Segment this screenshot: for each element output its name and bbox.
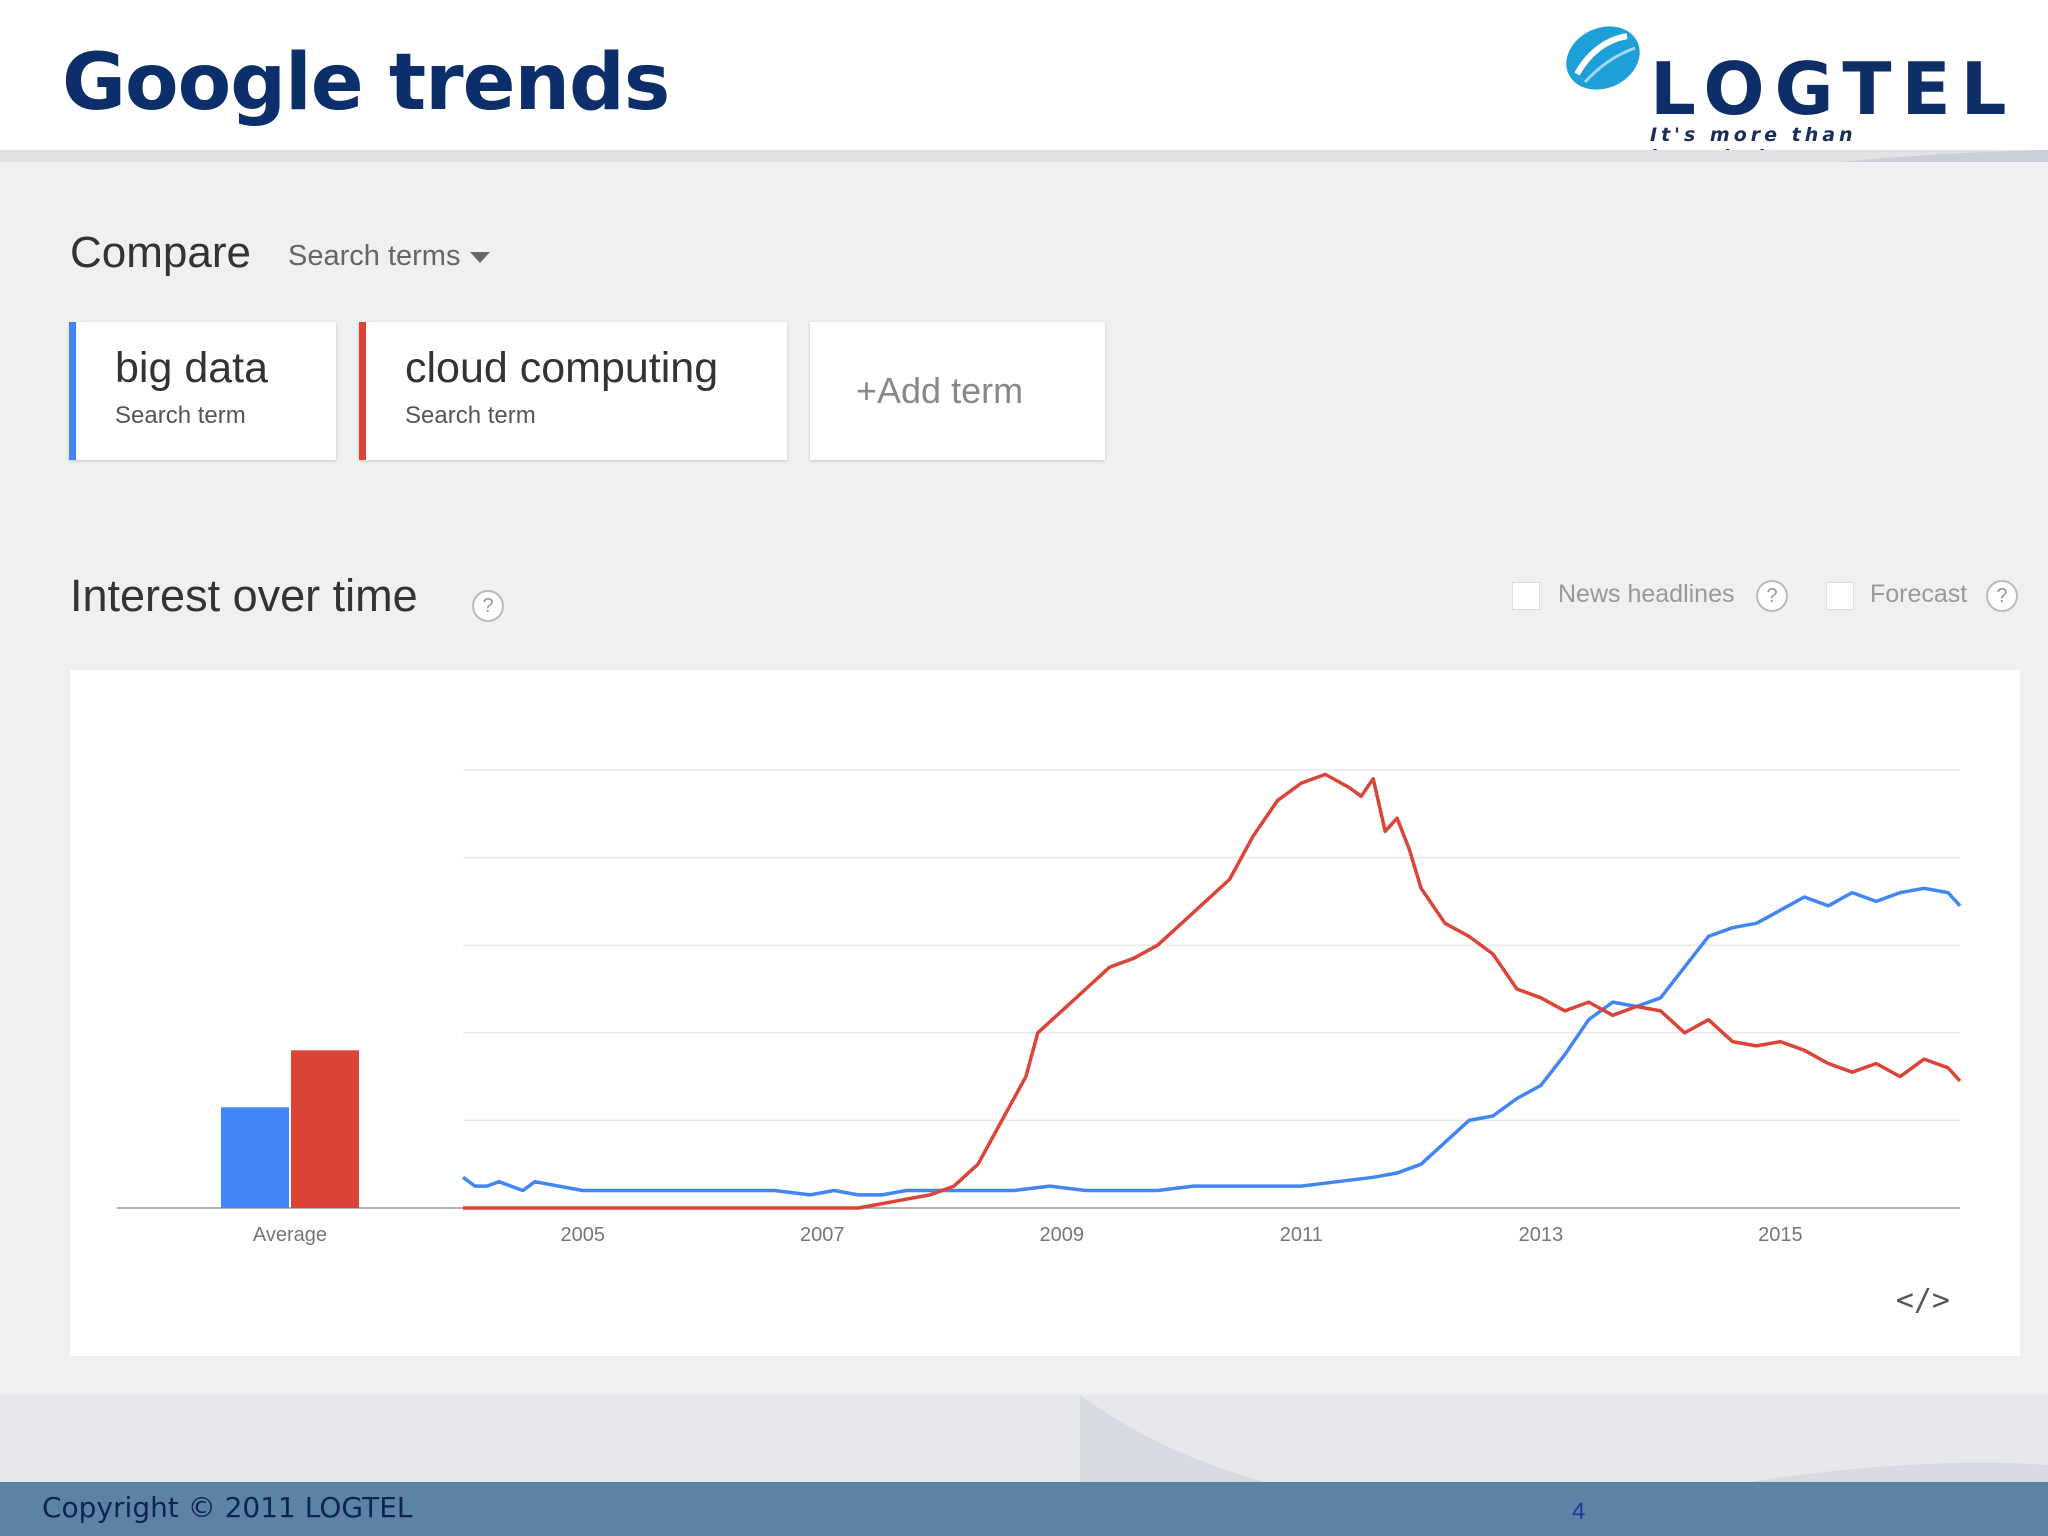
x-tick-label: 2011 bbox=[1280, 1224, 1323, 1246]
logo-wordmark: LOGTEL bbox=[1650, 47, 2017, 131]
slide-title: Google trends bbox=[62, 38, 670, 128]
x-tick-label: 2007 bbox=[800, 1224, 845, 1246]
interest-chart-card: Average 2005 2007 2009 2011 2013 2015 </> bbox=[70, 670, 2020, 1356]
series-line-big-data bbox=[461, 886, 1962, 1197]
add-term-label: +Add term bbox=[856, 370, 1024, 411]
average-bar-cloud-computing bbox=[291, 1050, 359, 1208]
search-terms-dropdown[interactable]: Search terms bbox=[288, 240, 491, 273]
interest-over-time-chart: Average 2005 2007 2009 2011 2013 2015 bbox=[117, 769, 1962, 1246]
interest-over-time-title: Interest over time bbox=[70, 570, 418, 621]
help-icon[interactable]: ? bbox=[472, 590, 504, 622]
caret-down-icon bbox=[470, 251, 491, 263]
logtel-logo: LOGTEL It's more than knowledge bbox=[1555, 12, 2007, 168]
term-color-bar bbox=[359, 322, 366, 460]
compare-label: Compare bbox=[70, 228, 251, 277]
forecast-label: Forecast bbox=[1870, 580, 1968, 608]
forecast-checkbox[interactable] bbox=[1826, 582, 1854, 610]
news-headlines-checkbox[interactable] bbox=[1512, 582, 1540, 610]
x-tick-label: 2009 bbox=[1040, 1224, 1085, 1246]
term-name: big data bbox=[115, 344, 269, 392]
logo-globe-icon bbox=[1566, 26, 1640, 90]
news-headlines-help-icon[interactable]: ? bbox=[1756, 580, 1788, 612]
x-tick-label: 2005 bbox=[561, 1224, 606, 1246]
x-tick-label: 2015 bbox=[1758, 1224, 1803, 1246]
footer-bar bbox=[0, 1482, 2048, 1536]
term-name: cloud computing bbox=[405, 344, 719, 392]
forecast-help-icon[interactable]: ? bbox=[1986, 580, 2018, 612]
average-label: Average bbox=[253, 1224, 327, 1246]
trends-screenshot: Compare Search terms big data Search ter… bbox=[0, 162, 2048, 1397]
search-terms-label: Search terms bbox=[288, 240, 461, 272]
embed-code-icon[interactable]: </> bbox=[1895, 1283, 1950, 1318]
x-tick-label: 2013 bbox=[1519, 1224, 1564, 1246]
page-number: 4 bbox=[1572, 1498, 1586, 1525]
term-color-bar bbox=[69, 322, 76, 460]
news-headlines-label: News headlines bbox=[1558, 580, 1735, 608]
term-type: Search term bbox=[115, 402, 246, 429]
term-type: Search term bbox=[405, 402, 536, 429]
term-card-cloud-computing[interactable]: cloud computing Search term bbox=[359, 322, 787, 460]
add-term-button[interactable]: +Add term bbox=[810, 322, 1105, 460]
term-card-big-data[interactable]: big data Search term bbox=[69, 322, 336, 460]
average-bar-big-data bbox=[221, 1107, 289, 1208]
copyright-text: Copyright © 2011 LOGTEL bbox=[42, 1491, 413, 1524]
series-line-cloud-computing bbox=[463, 772, 1962, 1210]
